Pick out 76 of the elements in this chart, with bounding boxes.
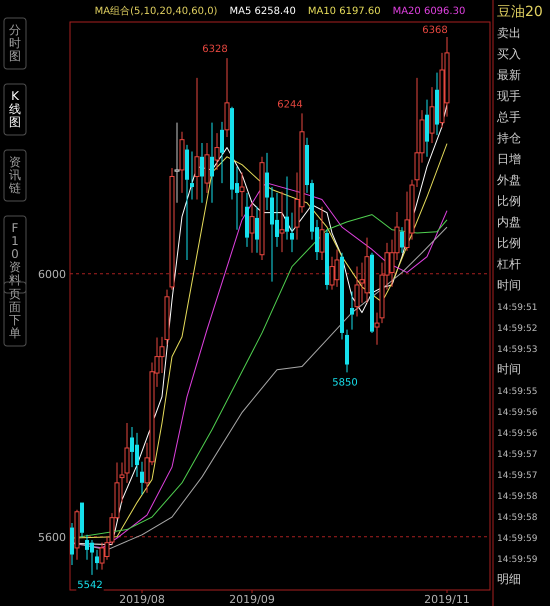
candlestick [194,77,200,200]
text: 14:59:55 [497,387,538,397]
annotation: 5542 [77,580,103,591]
text: 14:59:56 [497,408,538,418]
annotation: 6244 [277,99,303,110]
x-tick-label: 2019/09 [229,593,275,606]
annotation: 6328 [202,44,228,56]
text: 最新 [497,68,521,82]
candlestick [95,549,99,570]
text: 比例 [497,236,521,250]
candlestick [435,72,439,136]
y-tick-label: 6000 [38,268,66,281]
text: 内盘 [497,215,521,229]
candlestick [325,229,329,290]
candlestick [374,312,380,346]
candlestick [400,226,404,254]
candlestick [214,132,220,170]
text: 明细 [497,572,521,586]
text: 买入 [497,47,521,61]
annotation: 6368 [422,25,448,36]
text: 14:59:59 [497,534,538,544]
text: 14:59:51 [497,303,538,313]
text: 外盘 [497,173,521,187]
candlestick [425,99,429,158]
candlestick [124,422,130,484]
text: 14:59:57 [497,471,538,481]
candlestick [250,202,254,254]
candlestick [265,152,269,211]
text: 总手 [496,110,521,124]
legend: MA组合(5,10,20,40,60,0) MA5 6258.40 MA10 6197.60 MA20 6096.30 [94,6,466,17]
annotation: 5850 [332,377,358,388]
text: 14:59:58 [497,513,538,523]
text: 资讯链 [8,155,21,195]
text: 现手 [497,89,521,103]
candlestick [240,172,244,218]
candlestick [290,212,294,253]
candlestick [140,461,144,496]
text: 杠杆 [496,257,521,271]
candlestick [220,121,224,184]
candlestick [200,142,204,204]
candlestick [280,191,284,253]
candlestick [224,58,230,138]
candlestick [210,122,214,204]
candlestick [255,206,259,254]
text: 时间 [497,278,521,292]
text: 14:59:57 [497,450,538,460]
candlestick [245,192,249,248]
text: 分时图 [9,23,21,63]
text: 日增 [497,152,521,166]
text: 14:59:53 [497,345,538,355]
text: 14:59:58 [497,492,538,502]
text: 14:59:52 [497,324,538,334]
text: 持仓 [497,131,521,145]
candlestick [430,86,434,144]
candlestick [70,522,74,566]
candlestick [120,462,124,504]
text: 14:59:59 [497,555,538,565]
candlestick [204,142,210,194]
candlestick [285,176,289,240]
candlestick [190,151,194,200]
text: 页面下单 [9,287,21,340]
text: 比例 [497,194,521,208]
candlestick [345,329,349,373]
text: 卖出 [497,26,521,40]
candlestick [164,289,170,346]
text: K线图 [9,89,21,129]
candlestick [320,206,324,260]
x-tick-label: 2019/11 [424,593,470,606]
text: 14:59:56 [497,429,538,439]
candlestick [185,144,189,260]
candlestick [354,266,360,318]
candlestick [350,291,354,330]
y-tick-label: 5600 [38,530,66,544]
x-tick-label: 2019/08 [119,593,165,606]
text: 豆油20 [497,4,543,20]
text: 时间 [497,362,521,376]
